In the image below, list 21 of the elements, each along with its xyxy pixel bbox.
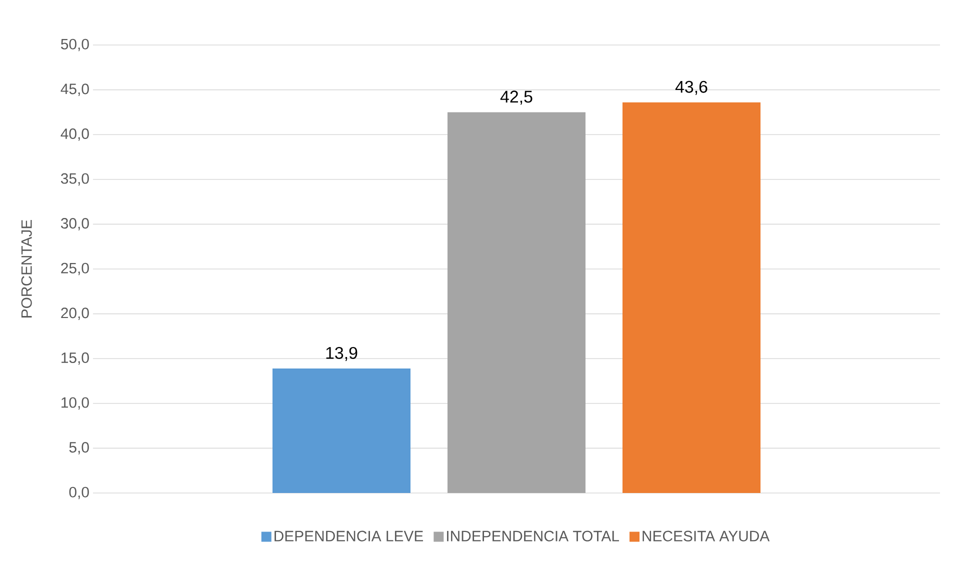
y-tick-label: 15,0 [62,352,89,365]
y-tick-label: 40,0 [60,128,89,141]
y-tick-label: 25,0 [61,262,89,276]
legend-label: INDEPENDENCIA TOTAL [447,530,619,542]
y-tick-label: 5,0 [69,442,89,454]
y-tick-label: 20,0 [61,308,89,320]
legend-label: DEPENDENCIA LEVE [274,530,424,542]
y-axis-title: PORCENTAJE [21,220,32,318]
y-tick-label: 50,0 [60,38,89,52]
bar [622,102,761,493]
y-tick-label: 35,0 [60,173,89,186]
bar [272,368,411,493]
legend-label: NECESITA AYUDA [642,530,770,542]
bar [448,112,586,493]
y-tick-label: 30,0 [60,218,89,230]
y-tick-label: 10,0 [62,397,89,410]
y-tick-label: 45,0 [60,84,89,96]
data-label: 13,9 [326,346,358,361]
data-label: 42,5 [500,90,532,105]
data-label: 43,6 [675,80,708,95]
y-tick-label: 0,0 [69,486,89,500]
